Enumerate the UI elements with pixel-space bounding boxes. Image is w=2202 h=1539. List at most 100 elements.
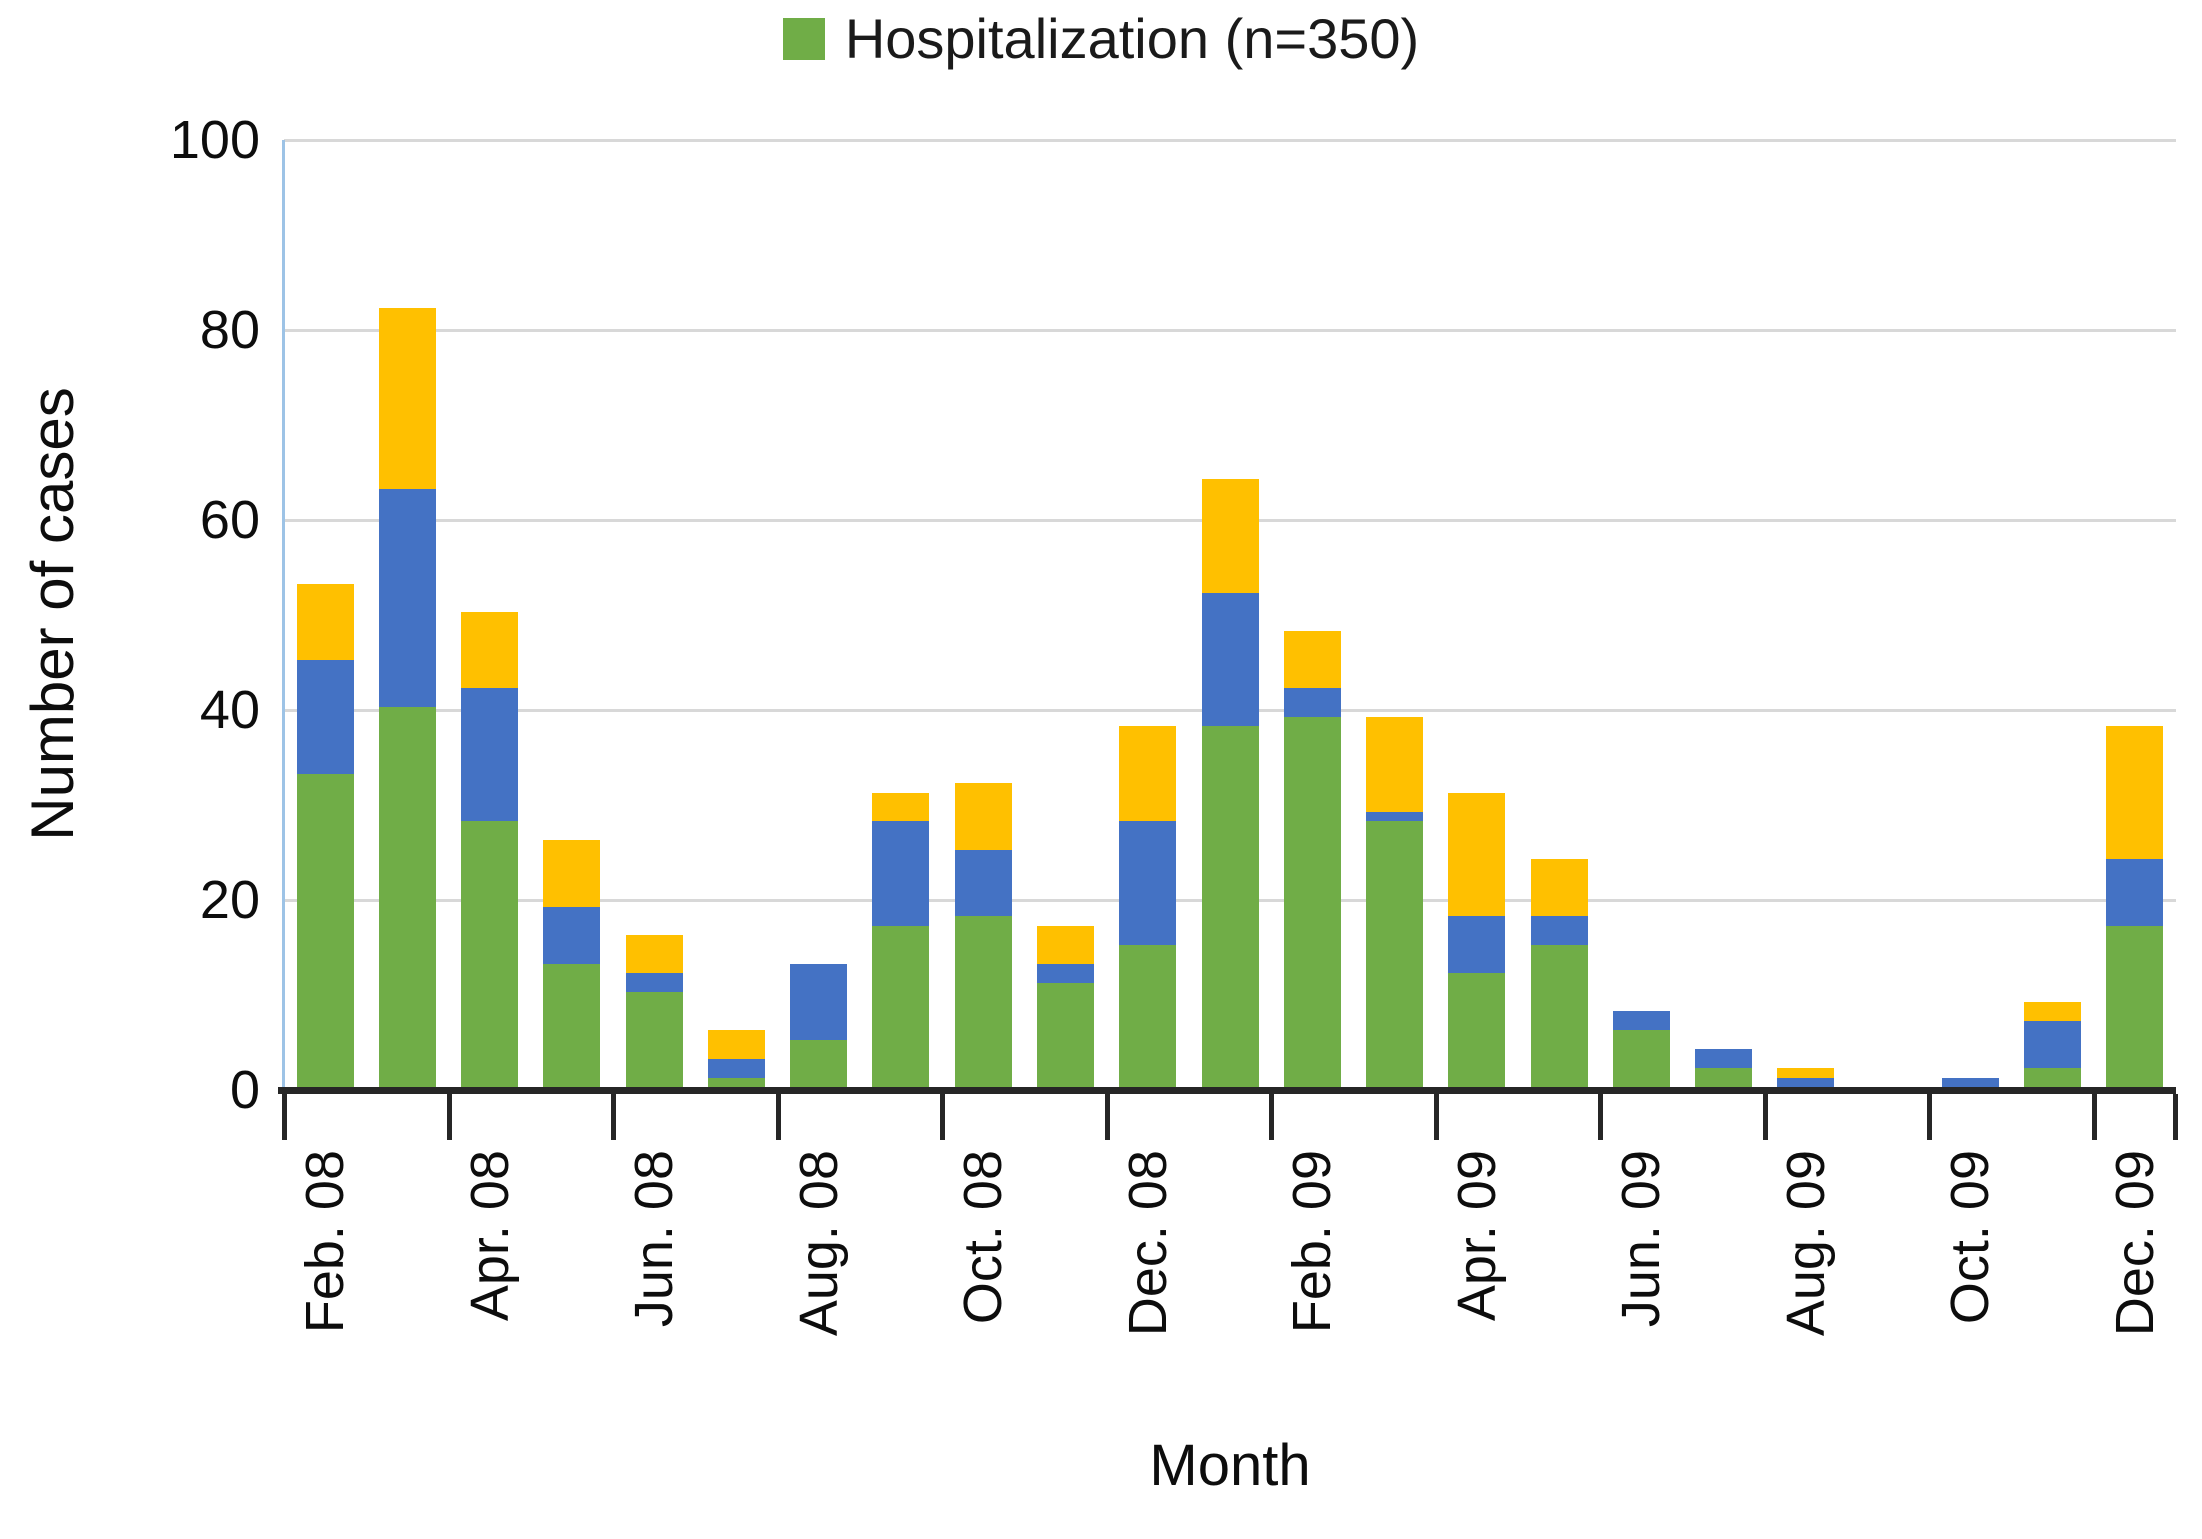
bar-aug-09-series-blue	[1777, 1077, 1835, 1087]
bar-may-09-series-yellow	[1530, 859, 1588, 916]
x-tick-label-aug-08: Aug. 08	[788, 1150, 849, 1337]
bar-oct-08-series-yellow	[954, 783, 1012, 850]
bar-aug-09-series-yellow	[1777, 1068, 1835, 1078]
legend: Hospitalization (n=350)	[0, 6, 2202, 71]
bar-mar-08-series-yellow	[378, 308, 436, 489]
bar-dec-09-series-blue	[2106, 859, 2164, 926]
bar-apr-09-series-yellow	[1448, 792, 1506, 916]
x-tick-label-oct-08: Oct. 08	[953, 1150, 1014, 1325]
bar-nov-08-series-blue	[1036, 963, 1094, 983]
bar-jul-08-hospitalization	[707, 1077, 765, 1087]
x-tick-label-aug-09: Aug. 09	[1775, 1150, 1836, 1337]
bar-dec-08-series-blue	[1119, 821, 1177, 945]
x-axis-tick	[940, 1094, 946, 1140]
bar-feb-08-series-yellow	[296, 583, 354, 660]
bar-mar-09-series-yellow	[1366, 716, 1424, 812]
bar-nov-08-hospitalization	[1036, 982, 1094, 1087]
x-axis-tick	[1269, 1094, 1275, 1140]
bar-jul-09-series-blue	[1695, 1049, 1753, 1068]
legend-label-hospitalization: Hospitalization (n=350)	[844, 7, 1420, 70]
bar-mar-08-series-blue	[378, 488, 436, 707]
x-axis-tick	[611, 1094, 617, 1140]
bar-may-08-hospitalization	[543, 963, 601, 1087]
x-tick-label-jun-09: Jun. 09	[1611, 1150, 1672, 1328]
bar-jan-09-hospitalization	[1201, 726, 1259, 1087]
bar-aug-08-hospitalization	[790, 1039, 848, 1087]
bar-nov-09-hospitalization	[2024, 1068, 2082, 1087]
x-axis-tick	[282, 1094, 287, 1140]
legend-swatch-hospitalization	[782, 17, 825, 60]
y-axis-line	[282, 140, 285, 1090]
x-axis-title: Month	[1149, 1433, 1311, 1498]
bar-jun-08-hospitalization	[625, 992, 683, 1087]
bar-sep-08-hospitalization	[872, 925, 930, 1087]
x-axis-tick	[1104, 1094, 1110, 1140]
x-axis-tick	[1927, 1094, 1933, 1140]
bar-apr-08-series-blue	[461, 688, 519, 821]
bar-feb-08-series-blue	[296, 659, 354, 774]
x-tick-label-apr-09: Apr. 09	[1446, 1150, 1507, 1322]
gridline-80	[284, 329, 2176, 332]
x-tick-label-oct-09: Oct. 09	[1940, 1150, 2001, 1325]
bar-dec-08-hospitalization	[1119, 944, 1177, 1087]
bar-oct-09-series-blue	[1941, 1077, 1999, 1087]
x-tick-label-feb-09: Feb. 09	[1282, 1150, 1343, 1334]
bar-apr-08-hospitalization	[461, 821, 519, 1087]
bar-oct-08-series-blue	[954, 849, 1012, 916]
bar-aug-08-series-blue	[790, 963, 848, 1040]
bar-jan-09-series-yellow	[1201, 479, 1259, 593]
x-tick-label-feb-08: Feb. 08	[295, 1150, 356, 1334]
x-tick-label-dec-09: Dec. 09	[2104, 1150, 2165, 1337]
bar-may-09-hospitalization	[1530, 944, 1588, 1087]
bar-oct-08-hospitalization	[954, 916, 1012, 1087]
y-tick-label-100: 100	[169, 110, 260, 170]
x-axis-tick	[2091, 1094, 2097, 1140]
bar-may-09-series-blue	[1530, 916, 1588, 945]
bar-jul-09-hospitalization	[1695, 1068, 1753, 1087]
bar-feb-08-hospitalization	[296, 773, 354, 1087]
y-axis-title: Number of cases	[19, 386, 86, 841]
bar-sep-08-series-yellow	[872, 792, 930, 821]
bar-dec-09-hospitalization	[2106, 925, 2164, 1087]
bar-jun-08-series-blue	[625, 973, 683, 992]
bar-apr-08-series-yellow	[461, 612, 519, 688]
bar-nov-08-series-yellow	[1036, 925, 1094, 964]
y-tick-label-60: 60	[199, 490, 260, 550]
bar-mar-09-series-blue	[1366, 811, 1424, 821]
bar-mar-09-hospitalization	[1366, 821, 1424, 1087]
y-tick-label-20: 20	[199, 870, 260, 930]
bar-jun-09-hospitalization	[1612, 1030, 1670, 1087]
y-tick-label-0: 0	[229, 1060, 260, 1120]
bar-jan-09-series-blue	[1201, 593, 1259, 726]
bar-feb-09-hospitalization	[1283, 716, 1341, 1087]
bar-nov-09-series-yellow	[2024, 1001, 2082, 1021]
x-axis-tick	[1762, 1094, 1768, 1140]
x-tick-label-dec-08: Dec. 08	[1117, 1150, 1178, 1337]
bar-nov-09-series-blue	[2024, 1020, 2082, 1068]
bar-apr-09-series-blue	[1448, 916, 1506, 973]
x-axis-line	[278, 1087, 2176, 1094]
x-axis-tick	[1598, 1094, 1604, 1140]
gridline-100	[284, 139, 2176, 142]
bar-may-08-series-yellow	[543, 840, 601, 907]
bar-feb-09-series-blue	[1283, 688, 1341, 717]
bar-jun-08-series-yellow	[625, 935, 683, 973]
y-tick-label-40: 40	[199, 680, 260, 740]
x-axis-tick	[775, 1094, 781, 1140]
x-axis-tick	[446, 1094, 452, 1140]
bar-apr-09-hospitalization	[1448, 973, 1506, 1087]
x-tick-label-apr-08: Apr. 08	[459, 1150, 520, 1322]
bar-jun-09-series-blue	[1612, 1011, 1670, 1030]
bar-mar-08-hospitalization	[378, 707, 436, 1087]
x-tick-label-jun-08: Jun. 08	[624, 1150, 685, 1328]
bar-feb-09-series-yellow	[1283, 631, 1341, 688]
bar-jul-08-series-yellow	[707, 1030, 765, 1059]
bar-jul-08-series-blue	[707, 1058, 765, 1078]
x-axis-tick	[1433, 1094, 1439, 1140]
bar-dec-08-series-yellow	[1119, 726, 1177, 821]
bar-may-08-series-blue	[543, 906, 601, 964]
bar-sep-08-series-blue	[872, 821, 930, 926]
x-axis-tick	[2173, 1094, 2178, 1140]
y-tick-label-80: 80	[199, 300, 260, 360]
